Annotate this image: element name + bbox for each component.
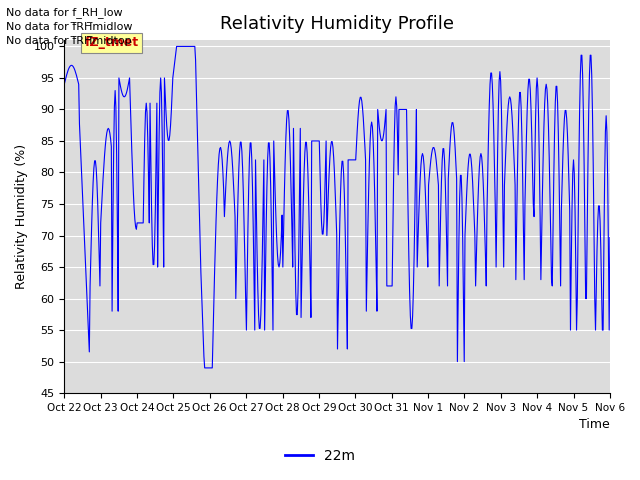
Text: fZ_tmet: fZ_tmet	[84, 36, 138, 49]
Title: Relativity Humidity Profile: Relativity Humidity Profile	[220, 15, 454, 33]
X-axis label: Time: Time	[579, 419, 610, 432]
Y-axis label: Relativity Humidity (%): Relativity Humidity (%)	[15, 144, 28, 289]
Text: No data for f̅RH̅midlow: No data for f̅RH̅midlow	[6, 22, 133, 32]
Legend: 22m: 22m	[280, 443, 360, 468]
Text: No data for f_RH_low: No data for f_RH_low	[6, 7, 123, 18]
Text: No data for f̅RH̅midtop: No data for f̅RH̅midtop	[6, 36, 132, 46]
